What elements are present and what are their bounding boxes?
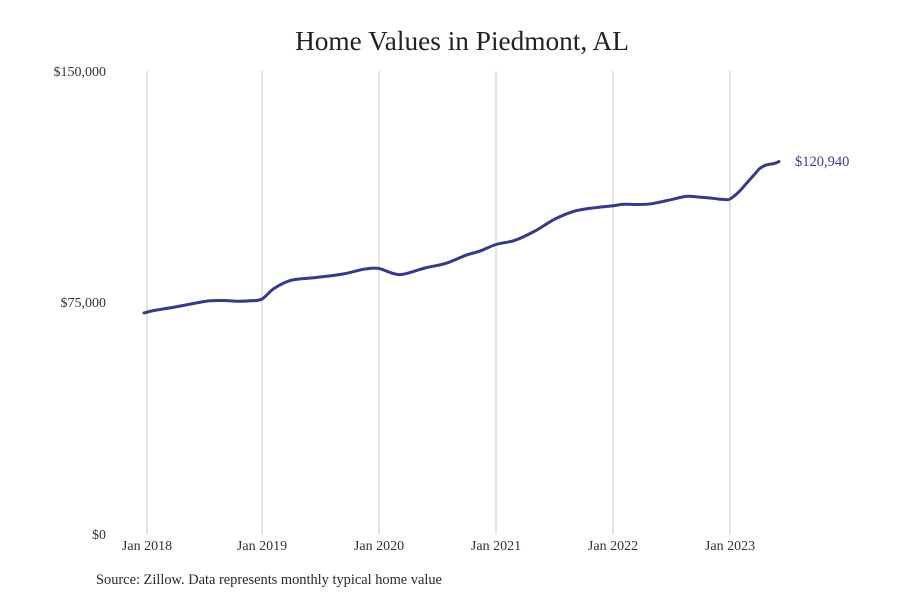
svg-text:$75,000: $75,000 [61, 296, 107, 311]
svg-text:Jan 2019: Jan 2019 [237, 539, 287, 554]
svg-text:Jan 2018: Jan 2018 [122, 539, 172, 554]
svg-text:Jan 2021: Jan 2021 [471, 539, 521, 554]
svg-text:$0: $0 [92, 528, 106, 543]
svg-text:$150,000: $150,000 [54, 65, 107, 80]
svg-text:Jan 2020: Jan 2020 [354, 539, 404, 554]
svg-text:Jan 2023: Jan 2023 [705, 539, 755, 554]
svg-text:Jan 2022: Jan 2022 [588, 539, 638, 554]
svg-text:$120,940: $120,940 [795, 154, 849, 170]
